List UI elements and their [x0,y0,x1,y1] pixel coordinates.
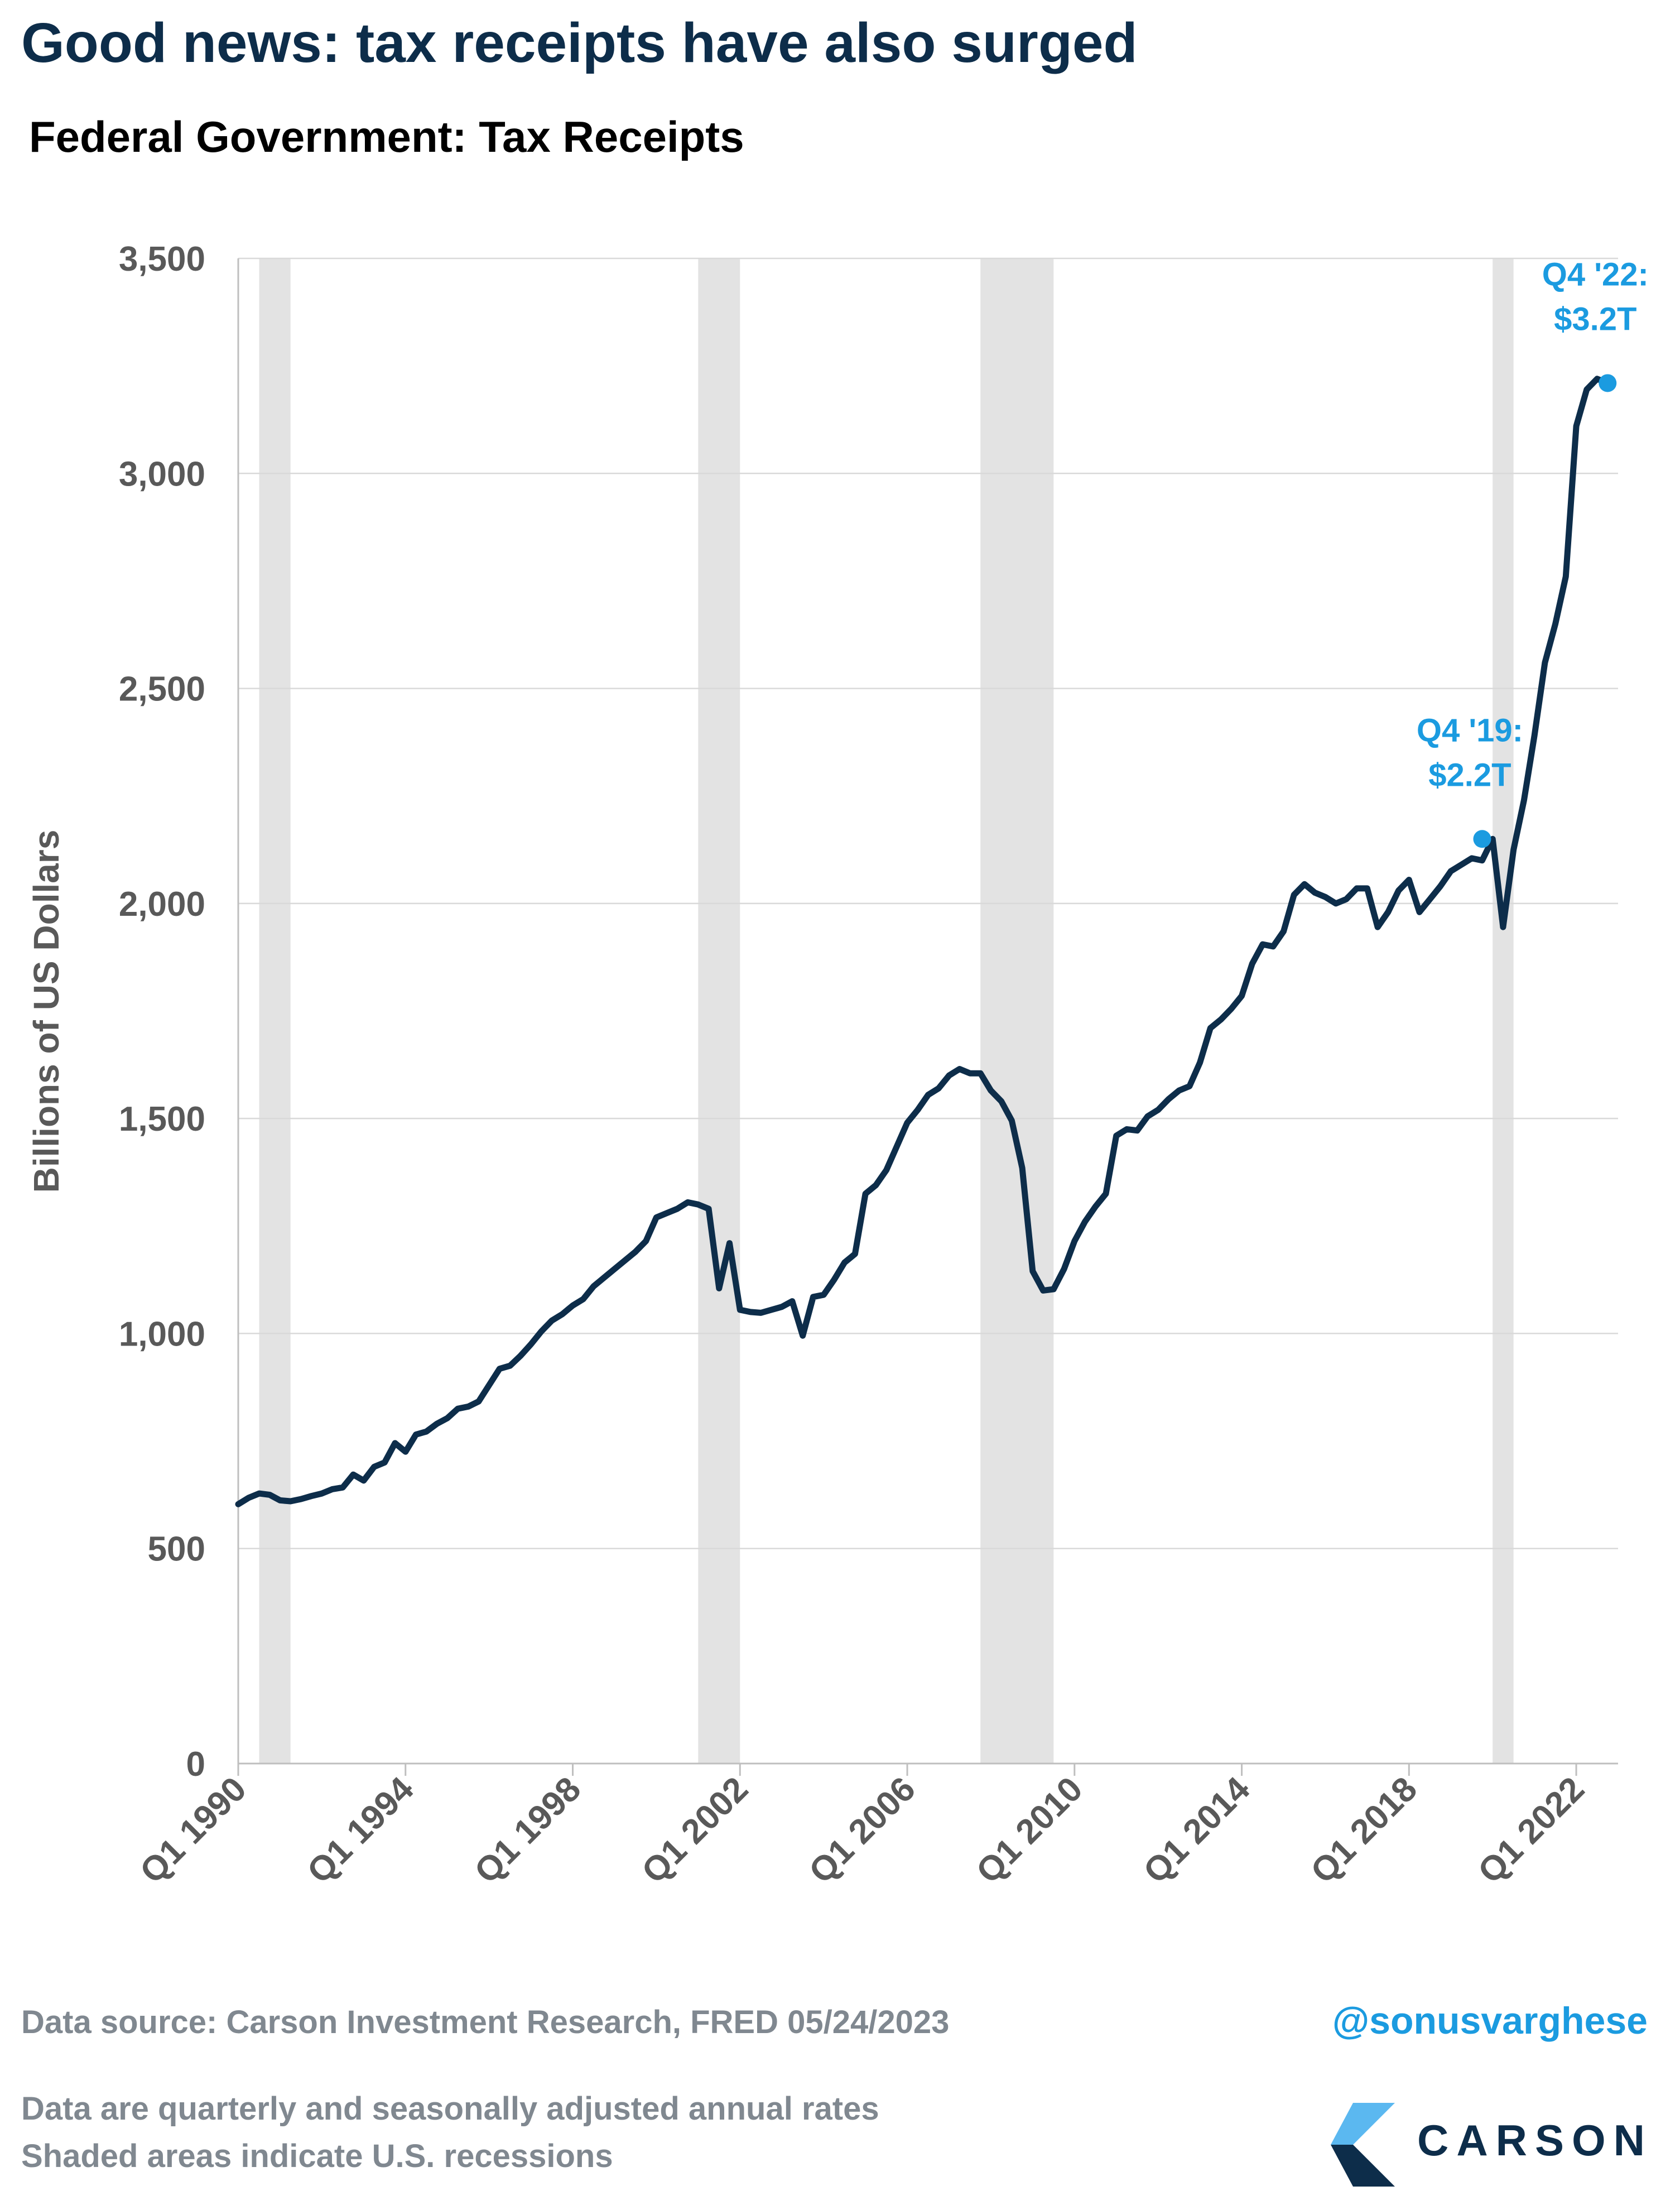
series-line-1 [235,376,1611,1507]
recession-band-4 [1493,258,1514,1764]
annotation-label-value: $2.2T [1428,757,1511,793]
recession-band-1 [259,258,291,1764]
recession-bands [259,258,1514,1764]
annotation-point [1599,374,1617,392]
y-tick-label: 1,000 [119,1315,205,1353]
annotation-label-period: Q4 '19: [1417,712,1523,748]
gridlines [238,257,1618,1549]
y-tick-label: 3,000 [119,455,205,493]
annotations: Q4 '19: $2.2T Q4 '22: $3.2T [1417,256,1649,848]
x-tick-label: Q1 2022 [1471,1770,1592,1891]
data-source-note: Data source: Carson Investment Research,… [21,2004,950,2040]
carson-brand-wordmark: CARSON [1417,2116,1653,2165]
x-tick-label: Q1 2014 [1136,1770,1257,1891]
y-tick-label: 1,500 [119,1100,205,1138]
annotation-point [1473,830,1491,848]
x-tick-label: Q1 2010 [969,1770,1090,1891]
axes [237,258,1618,1765]
carson-logo-icon [1331,2103,1395,2187]
y-tick-labels: 0 500 1,000 1,500 2,000 2,500 3,000 3,500 [119,240,205,1784]
x-tick-label: Q1 1990 [133,1770,254,1891]
y-tick-label: 2,000 [119,885,205,924]
y-tick-label: 500 [148,1530,205,1569]
x-tick-labels: Q1 1990 Q1 1994 Q1 1998 Q1 2002 Q1 2006 Q1 20… [133,1764,1592,1891]
data-frequency-note: Data are quarterly and seasonally adjust… [21,2091,879,2127]
y-tick-label: 0 [186,1745,205,1784]
series-tax-receipts [235,376,1611,1507]
chart-subtitle: Federal Government: Tax Receipts [29,112,744,161]
x-tick-label: Q1 1994 [300,1770,421,1891]
y-tick-label: 2,500 [119,670,205,709]
annotation-label-period: Q4 '22: [1542,256,1649,292]
x-tick-label: Q1 2018 [1303,1770,1424,1891]
line-chart: 0 500 1,000 1,500 2,000 2,500 3,000 3,500 Q1 19… [26,240,1649,1891]
y-axis-label: Billions of US Dollars [26,830,66,1193]
annotation-label-value: $3.2T [1554,301,1636,337]
chart-title: Good news: tax receipts have also surged [21,12,1138,74]
x-tick-label: Q1 2002 [634,1770,755,1891]
author-handle-link[interactable]: @sonusvarghese [1332,2000,1648,2042]
x-tick-label: Q1 1998 [467,1770,588,1891]
recession-band-3 [980,258,1054,1764]
x-tick-label: Q1 2006 [802,1770,923,1891]
recession-band-2 [698,258,740,1764]
y-tick-label: 3,500 [119,240,205,278]
recession-shading-note: Shaded areas indicate U.S. recessions [21,2138,613,2174]
